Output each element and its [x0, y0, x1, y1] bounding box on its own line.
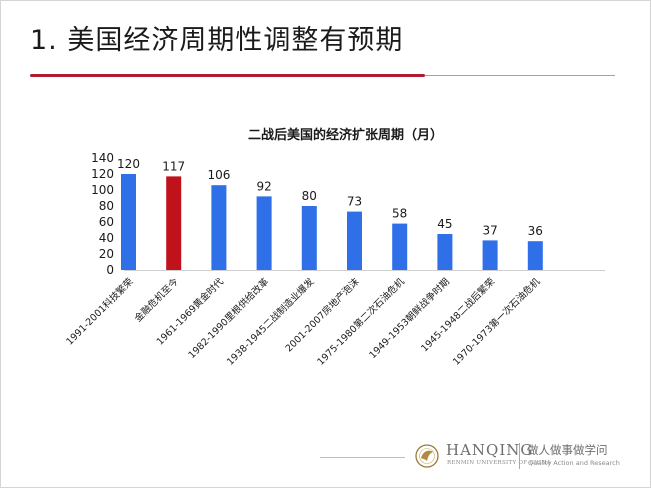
- bar: [392, 223, 408, 270]
- y-tick-label: 0: [106, 263, 114, 277]
- chart-title: 二战后美国的经济扩张周期（月）: [247, 128, 443, 143]
- x-tick-label: 金融危机至今: [132, 275, 181, 324]
- bar: [121, 174, 136, 270]
- footer-tagline: Quality Action and Research: [528, 459, 620, 467]
- x-tick-label: 1949-1953朝鲜战争时期: [367, 276, 452, 361]
- y-tick-label: 140: [91, 151, 114, 165]
- bar: [301, 206, 317, 270]
- x-tick-label: 1970-1973第一次石油危机: [450, 275, 542, 367]
- data-label: 58: [392, 207, 407, 221]
- y-tick-label: 40: [99, 231, 114, 245]
- slide-title: 1. 美国经济周期性调整有预期: [30, 25, 404, 56]
- footer-motto: 做人做事做学问: [527, 443, 608, 457]
- x-tick-label: 1938-1945二战制造业爆发: [224, 275, 316, 367]
- y-tick-label: 120: [91, 167, 114, 181]
- x-tick-label: 2001-2007房地产泡沫: [283, 275, 362, 354]
- data-label: 36: [528, 224, 543, 238]
- data-label: 73: [347, 195, 362, 209]
- footer-university: RENMIN UNIVERSITY OF CHINA: [447, 460, 551, 466]
- y-tick-label: 20: [99, 247, 114, 261]
- bar: [347, 211, 362, 270]
- data-label: 120: [117, 157, 140, 171]
- footer-brand: HANQING: [446, 441, 534, 459]
- bar: [437, 234, 453, 270]
- y-tick-label: 80: [99, 199, 114, 213]
- x-tick-label: 1945-1948二战后繁荣: [419, 275, 498, 354]
- bar: [527, 241, 543, 270]
- y-tick-label: 100: [91, 183, 114, 197]
- x-tick-label: 1975-1980第二次石油危机: [315, 275, 407, 367]
- bar: [166, 176, 182, 270]
- hanqing-emblem-icon: [415, 444, 439, 468]
- data-label: 45: [437, 217, 452, 231]
- data-label: 37: [482, 223, 497, 237]
- footer-separator: [519, 443, 520, 469]
- bar: [256, 196, 272, 270]
- title-underline-accent: [30, 74, 425, 77]
- bar: [482, 240, 498, 270]
- y-tick-label: 60: [99, 215, 114, 229]
- footer-rule: [320, 457, 405, 458]
- data-label: 92: [256, 179, 271, 193]
- data-label: 80: [302, 189, 317, 203]
- data-label: 106: [207, 168, 230, 182]
- bar: [211, 185, 227, 270]
- title-underline-light: [425, 75, 615, 76]
- x-tick-label: 1982-1990里根供给改革: [186, 275, 272, 361]
- x-tick-label: 1991-2001科技繁荣: [64, 275, 136, 347]
- data-label: 117: [162, 159, 185, 173]
